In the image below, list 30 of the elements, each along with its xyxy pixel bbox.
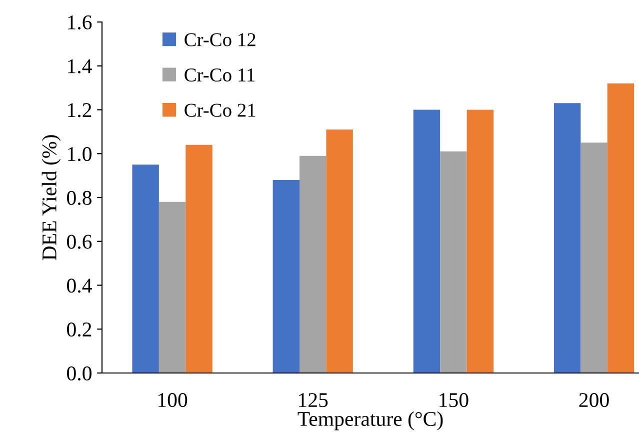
- y-tick-label: 1.2: [68, 103, 92, 118]
- bar: [440, 151, 467, 373]
- bar: [158, 202, 186, 373]
- x-tick-label: 200: [579, 393, 609, 408]
- y-tick-label: 0.6: [67, 234, 92, 249]
- x-tick-label: 150: [440, 393, 468, 408]
- bar: [554, 103, 581, 373]
- bar: [132, 164, 159, 373]
- y-axis-title: DEE Yield (%): [42, 135, 61, 260]
- x-axis-title: Temperature (°C): [298, 411, 443, 430]
- legend-label: Cr-Co 11: [184, 68, 254, 82]
- bar: [300, 156, 326, 373]
- bar: [413, 110, 440, 373]
- x-tick-label: 100: [158, 393, 188, 408]
- legend-label: Cr-Co 12: [184, 33, 256, 46]
- y-tick-label: 0.2: [67, 322, 92, 337]
- bar: [466, 110, 494, 373]
- bar: [326, 129, 353, 373]
- bar: [607, 83, 634, 373]
- bar: [186, 144, 212, 373]
- y-tick-label: 1.4: [68, 59, 92, 74]
- bar: [272, 180, 300, 373]
- y-tick-label: 1.6: [68, 15, 92, 30]
- y-tick-label: 0.4: [67, 278, 92, 293]
- x-tick-label: 125: [299, 393, 328, 408]
- y-tick-label: 0.0: [67, 366, 92, 381]
- y-tick-label: 1.0: [68, 147, 92, 162]
- legend-label: Cr-Co 21: [184, 104, 256, 117]
- y-tick-label: 0.8: [67, 190, 92, 206]
- bar: [580, 142, 608, 373]
